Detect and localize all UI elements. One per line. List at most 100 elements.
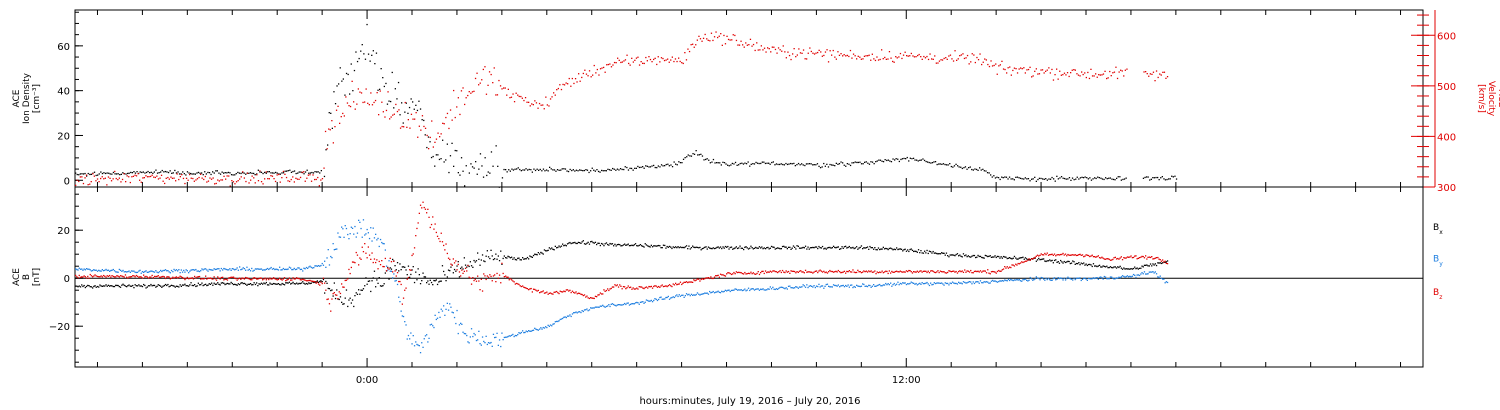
data-point	[288, 266, 291, 268]
data-point	[321, 262, 323, 265]
data-point	[92, 287, 94, 289]
data-point	[911, 282, 914, 284]
data-point	[949, 282, 951, 284]
data-point	[928, 284, 931, 287]
data-point	[298, 171, 300, 173]
data-point	[792, 287, 795, 289]
data-point	[994, 255, 996, 257]
data-point	[370, 290, 372, 293]
data-point	[678, 57, 680, 59]
data-point	[885, 282, 887, 285]
data-point	[756, 162, 759, 164]
legend-entry: Bz	[1433, 288, 1442, 301]
data-point	[1051, 176, 1053, 179]
data-point	[782, 45, 784, 47]
data-point	[879, 159, 882, 161]
data-point	[843, 270, 846, 272]
data-point	[852, 53, 855, 55]
data-point	[349, 233, 351, 235]
data-point	[371, 104, 374, 106]
data-point	[513, 257, 515, 259]
data-point	[211, 269, 213, 271]
data-point	[553, 169, 556, 171]
data-point	[334, 294, 337, 296]
data-point	[172, 276, 174, 278]
data-point	[1129, 256, 1131, 258]
data-point	[537, 289, 539, 292]
data-point	[905, 158, 907, 160]
data-point	[687, 294, 689, 296]
data-point	[257, 268, 259, 270]
data-point	[542, 290, 544, 292]
data-point	[891, 248, 893, 250]
data-point	[721, 44, 723, 46]
data-point	[655, 245, 657, 247]
data-point	[718, 35, 720, 37]
data-point	[469, 336, 471, 338]
data-point	[163, 171, 165, 173]
data-point	[845, 272, 847, 274]
data-point	[642, 287, 644, 289]
data-point	[523, 169, 526, 171]
data-point	[829, 286, 831, 288]
data-point	[441, 310, 444, 312]
data-point	[501, 88, 503, 90]
data-point	[755, 246, 757, 249]
data-point	[1090, 179, 1093, 181]
data-point	[743, 46, 745, 48]
data-point	[608, 244, 610, 246]
data-point	[862, 283, 864, 285]
data-point	[915, 250, 917, 253]
data-point	[477, 339, 479, 341]
data-point	[470, 283, 473, 285]
data-point	[1080, 279, 1082, 282]
data-point	[1106, 278, 1108, 280]
data-point	[764, 162, 767, 165]
data-point	[542, 326, 544, 329]
data-point	[294, 268, 297, 271]
data-point	[178, 178, 180, 181]
data-point	[292, 281, 294, 283]
data-point	[193, 173, 195, 175]
data-point	[1145, 176, 1148, 178]
data-point	[726, 246, 728, 248]
data-point	[785, 270, 787, 272]
data-point	[668, 245, 671, 248]
data-point	[666, 245, 668, 248]
data-point	[675, 246, 677, 248]
data-point	[409, 338, 411, 340]
data-point	[692, 294, 694, 296]
data-point	[444, 314, 446, 316]
data-point	[173, 285, 175, 287]
data-point	[1112, 267, 1114, 269]
data-point	[965, 254, 967, 256]
data-point	[422, 272, 424, 274]
data-point	[832, 284, 835, 286]
data-point	[237, 269, 239, 271]
data-point	[684, 295, 686, 297]
data-point	[1164, 261, 1166, 263]
data-point	[660, 247, 662, 249]
data-point	[741, 162, 743, 164]
data-point	[284, 170, 286, 172]
data-point	[229, 277, 231, 279]
data-point	[937, 62, 939, 64]
data-point	[474, 278, 476, 280]
data-point	[932, 58, 934, 60]
data-point	[212, 278, 214, 280]
data-point	[297, 283, 299, 285]
data-point	[1043, 278, 1045, 280]
data-point	[404, 266, 406, 268]
data-point	[1015, 263, 1017, 265]
data-point	[371, 54, 373, 56]
data-point	[557, 320, 559, 323]
data-point	[1094, 277, 1096, 280]
data-point	[870, 286, 872, 288]
data-point	[984, 254, 986, 257]
data-point	[1146, 273, 1148, 275]
data-point	[1038, 257, 1040, 260]
data-point	[93, 171, 96, 173]
data-point	[936, 163, 938, 166]
data-point	[937, 270, 939, 272]
data-point	[681, 162, 683, 164]
